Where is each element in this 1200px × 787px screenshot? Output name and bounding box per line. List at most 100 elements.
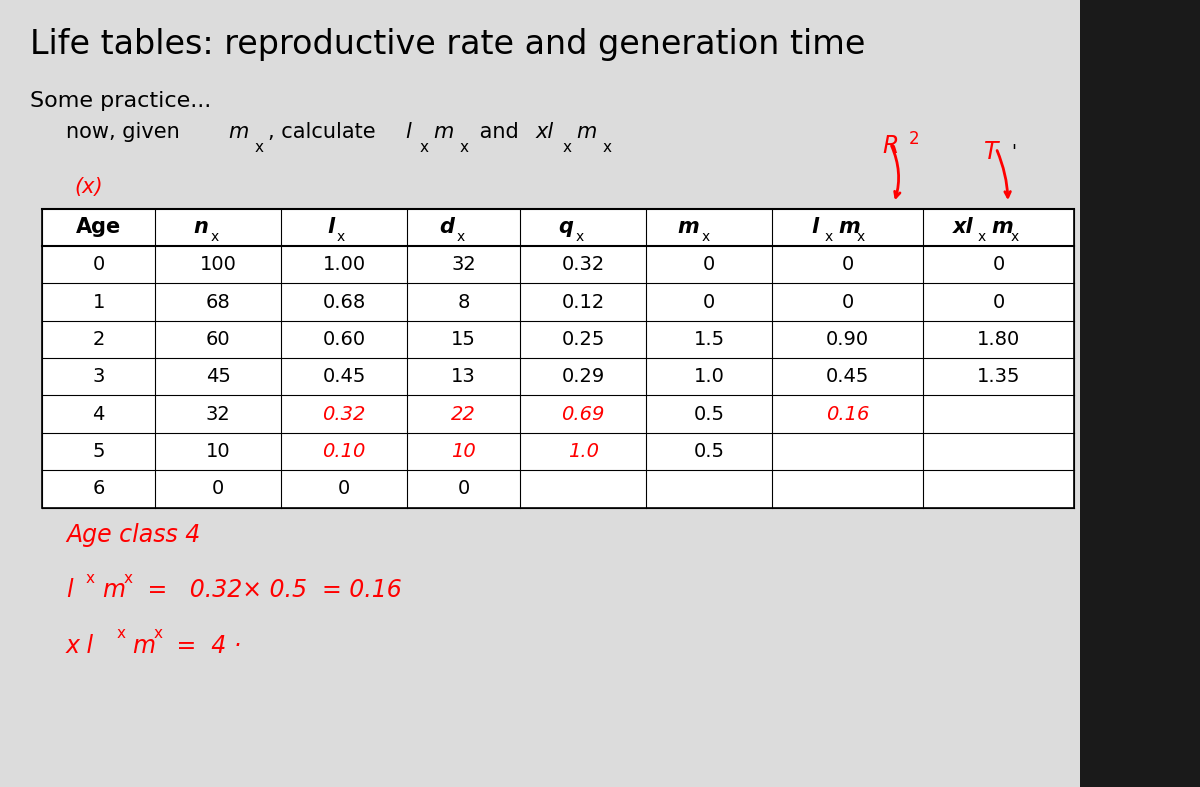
Text: 0.32: 0.32 xyxy=(323,405,366,423)
Text: 4: 4 xyxy=(92,405,104,423)
Text: 0.10: 0.10 xyxy=(323,442,366,461)
Text: Some practice...: Some practice... xyxy=(30,91,211,110)
Text: m: m xyxy=(132,634,155,657)
Text: 0.5: 0.5 xyxy=(694,405,725,423)
Text: 10: 10 xyxy=(206,442,230,461)
Text: n: n xyxy=(193,217,209,237)
Text: 15: 15 xyxy=(451,330,476,349)
Text: R: R xyxy=(882,134,899,157)
Text: l: l xyxy=(406,122,412,142)
Text: 5: 5 xyxy=(92,442,104,461)
Text: 0.45: 0.45 xyxy=(323,368,366,386)
Text: 0: 0 xyxy=(457,479,469,498)
Text: 1.80: 1.80 xyxy=(977,330,1020,349)
FancyBboxPatch shape xyxy=(42,209,1074,508)
Text: 1.0: 1.0 xyxy=(694,368,725,386)
Text: 1.00: 1.00 xyxy=(323,255,366,274)
Text: x: x xyxy=(85,571,95,586)
Text: x: x xyxy=(978,230,986,244)
Text: now, given: now, given xyxy=(66,122,186,142)
Text: 0: 0 xyxy=(703,255,715,274)
Text: x: x xyxy=(460,140,469,155)
Text: x: x xyxy=(563,140,572,155)
Text: m: m xyxy=(838,217,859,237)
Text: x: x xyxy=(1010,230,1019,244)
Text: x: x xyxy=(702,230,710,244)
Text: 1.35: 1.35 xyxy=(977,368,1020,386)
Text: 0: 0 xyxy=(841,293,853,312)
Text: l: l xyxy=(811,217,818,237)
Text: T: T xyxy=(984,140,998,164)
Text: =   0.32× 0.5  = 0.16: = 0.32× 0.5 = 0.16 xyxy=(140,578,402,602)
Text: m: m xyxy=(102,578,125,602)
Text: 0: 0 xyxy=(338,479,350,498)
Text: 0.90: 0.90 xyxy=(826,330,869,349)
Text: x: x xyxy=(576,230,584,244)
Text: 3: 3 xyxy=(92,368,104,386)
Text: 0.68: 0.68 xyxy=(323,293,366,312)
Text: 0: 0 xyxy=(703,293,715,312)
Text: x: x xyxy=(456,230,464,244)
Text: l: l xyxy=(66,578,73,602)
Text: 2: 2 xyxy=(908,130,919,148)
Text: 0.69: 0.69 xyxy=(562,405,605,423)
Text: 0: 0 xyxy=(992,293,1004,312)
Text: 0.45: 0.45 xyxy=(826,368,869,386)
Text: x: x xyxy=(211,230,220,244)
Text: m: m xyxy=(433,122,454,142)
Text: xl: xl xyxy=(535,122,553,142)
Text: 2: 2 xyxy=(92,330,104,349)
Text: x: x xyxy=(116,626,126,641)
Text: 32: 32 xyxy=(451,255,476,274)
FancyBboxPatch shape xyxy=(1080,0,1200,787)
Text: , calculate: , calculate xyxy=(268,122,382,142)
Text: x: x xyxy=(337,230,346,244)
FancyBboxPatch shape xyxy=(0,0,1080,787)
Text: 0: 0 xyxy=(841,255,853,274)
Text: Age class 4: Age class 4 xyxy=(66,523,200,547)
Text: 0.60: 0.60 xyxy=(323,330,366,349)
Text: 22: 22 xyxy=(451,405,476,423)
Text: 0.5: 0.5 xyxy=(694,442,725,461)
Text: x: x xyxy=(420,140,430,155)
Text: x: x xyxy=(857,230,865,244)
Text: 1: 1 xyxy=(92,293,104,312)
Text: 0.32: 0.32 xyxy=(562,255,605,274)
Text: l: l xyxy=(328,217,335,237)
Text: x: x xyxy=(154,626,163,641)
Text: 10: 10 xyxy=(451,442,476,461)
Text: 0.12: 0.12 xyxy=(562,293,605,312)
Text: 6: 6 xyxy=(92,479,104,498)
Text: 13: 13 xyxy=(451,368,476,386)
Text: 0: 0 xyxy=(992,255,1004,274)
Text: 0.29: 0.29 xyxy=(562,368,605,386)
Text: 1.0: 1.0 xyxy=(568,442,599,461)
Text: 32: 32 xyxy=(206,405,230,423)
Text: 60: 60 xyxy=(206,330,230,349)
Text: 0: 0 xyxy=(212,479,224,498)
Text: =  4 ·: = 4 · xyxy=(169,634,241,657)
Text: 8: 8 xyxy=(457,293,469,312)
Text: (x): (x) xyxy=(74,177,103,197)
Text: 0: 0 xyxy=(92,255,104,274)
Text: 68: 68 xyxy=(206,293,230,312)
Text: d: d xyxy=(439,217,454,237)
Text: m: m xyxy=(228,122,248,142)
Text: q: q xyxy=(558,217,574,237)
Text: x: x xyxy=(824,230,833,244)
Text: Age: Age xyxy=(76,217,121,237)
Text: 0.16: 0.16 xyxy=(826,405,869,423)
Text: 100: 100 xyxy=(199,255,236,274)
Text: xl: xl xyxy=(953,217,973,237)
Text: m: m xyxy=(678,217,700,237)
Text: and: and xyxy=(473,122,526,142)
Text: x: x xyxy=(602,140,612,155)
Text: 1.5: 1.5 xyxy=(694,330,725,349)
Text: x: x xyxy=(124,571,133,586)
Text: 0.25: 0.25 xyxy=(562,330,605,349)
Text: 45: 45 xyxy=(205,368,230,386)
Text: x l: x l xyxy=(66,634,94,657)
Text: x: x xyxy=(254,140,264,155)
Text: m: m xyxy=(576,122,596,142)
Text: Life tables: reproductive rate and generation time: Life tables: reproductive rate and gener… xyxy=(30,28,865,61)
